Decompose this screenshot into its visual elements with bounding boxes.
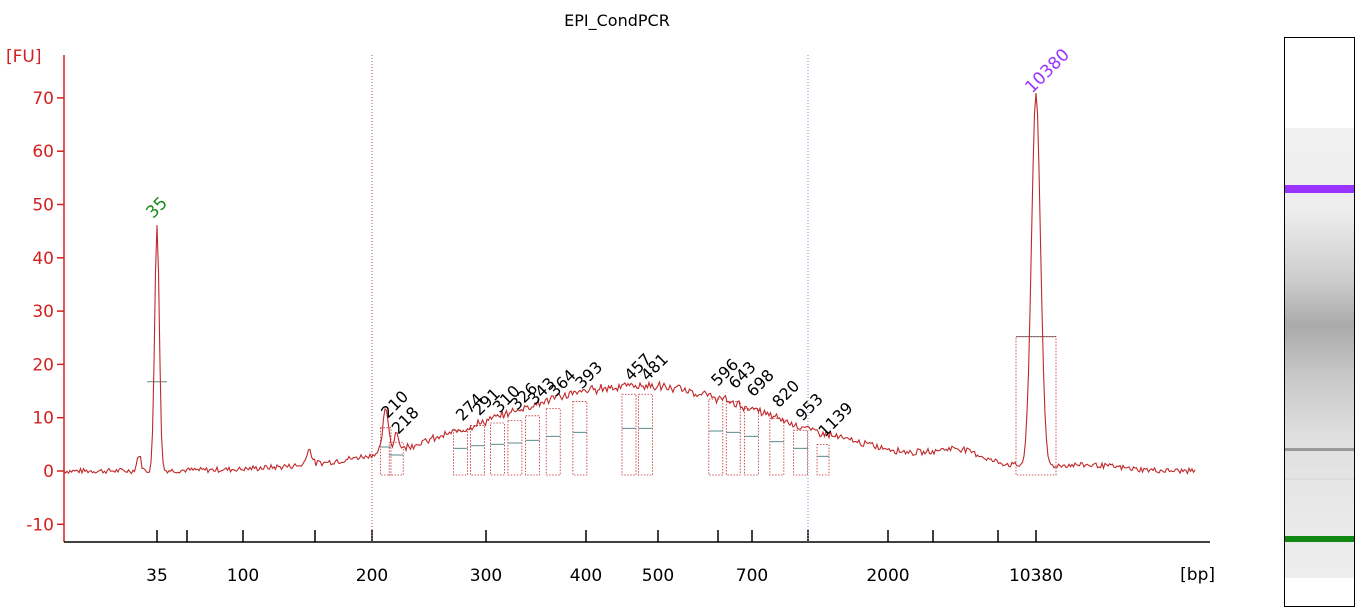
peak-region-box [545,408,561,476]
chart-title: EPI_CondPCR [564,11,670,31]
gel-band-lower-marker [1285,536,1354,542]
signal-trace [63,93,1196,476]
x-tick-label: 10380 [1009,566,1063,586]
peak-region-box [638,393,653,476]
x-tick-label: 500 [642,566,674,586]
y-tick-label: 70 [32,89,54,109]
peak-region-box [470,425,485,476]
peak-region-box [388,441,404,476]
x-axis-label: [bp] [1180,565,1215,585]
peak-region-box [525,415,540,476]
x-tick-label: 100 [227,566,259,586]
x-tick-label: 200 [356,566,388,586]
peak-region-box [743,408,759,476]
marker-region-box [1015,336,1057,476]
peak-region-box [507,420,523,476]
x-tick-label: 2000 [866,566,909,586]
y-tick-label: 20 [32,355,54,375]
x-tick-label: 300 [470,566,502,586]
y-axis-label: [FU] [6,47,42,67]
peak-region-box [572,401,588,476]
y-tick-label: 0 [43,462,54,482]
marker-label: 10380 [1021,45,1073,97]
marker-label: 35 [142,193,171,222]
peak-region-box [793,429,808,476]
axes: -10 0 10 20 30 40 50 60 70 35 100 200 300 400 500 700 20… [26,55,1210,586]
peak-region-box [725,401,741,476]
y-tick-label: 60 [32,142,54,162]
peak-region-box [489,422,505,476]
y-tick-label: 10 [32,409,54,429]
y-tick-label: 30 [32,302,54,322]
gel-band [1285,478,1354,480]
peak-region-box [453,429,468,476]
gel-lane-background [1285,128,1354,578]
peak-region-box [708,398,724,476]
y-tick-label: 50 [32,196,54,216]
x-tick-label: 700 [736,566,768,586]
gel-lane [1285,128,1354,578]
electropherogram-chart: EPI_CondPCR [FU] [bp] -10 0 10 20 30 40 50 60 70… [6,11,1215,586]
gel-image [1284,37,1355,607]
peak-region-box [621,393,637,476]
peak-region-box [816,444,830,476]
peak-label: 393 [571,358,606,393]
gel-band-upper-marker [1285,185,1354,193]
x-tick-label: 400 [570,566,602,586]
peak-region-box [769,417,785,476]
x-tick-label: 35 [146,566,168,586]
y-tick-label: 40 [32,249,54,269]
integration-regions [147,55,1057,542]
peak-region-box [380,427,392,476]
gel-band [1285,448,1354,451]
y-tick-label: -10 [26,515,54,535]
